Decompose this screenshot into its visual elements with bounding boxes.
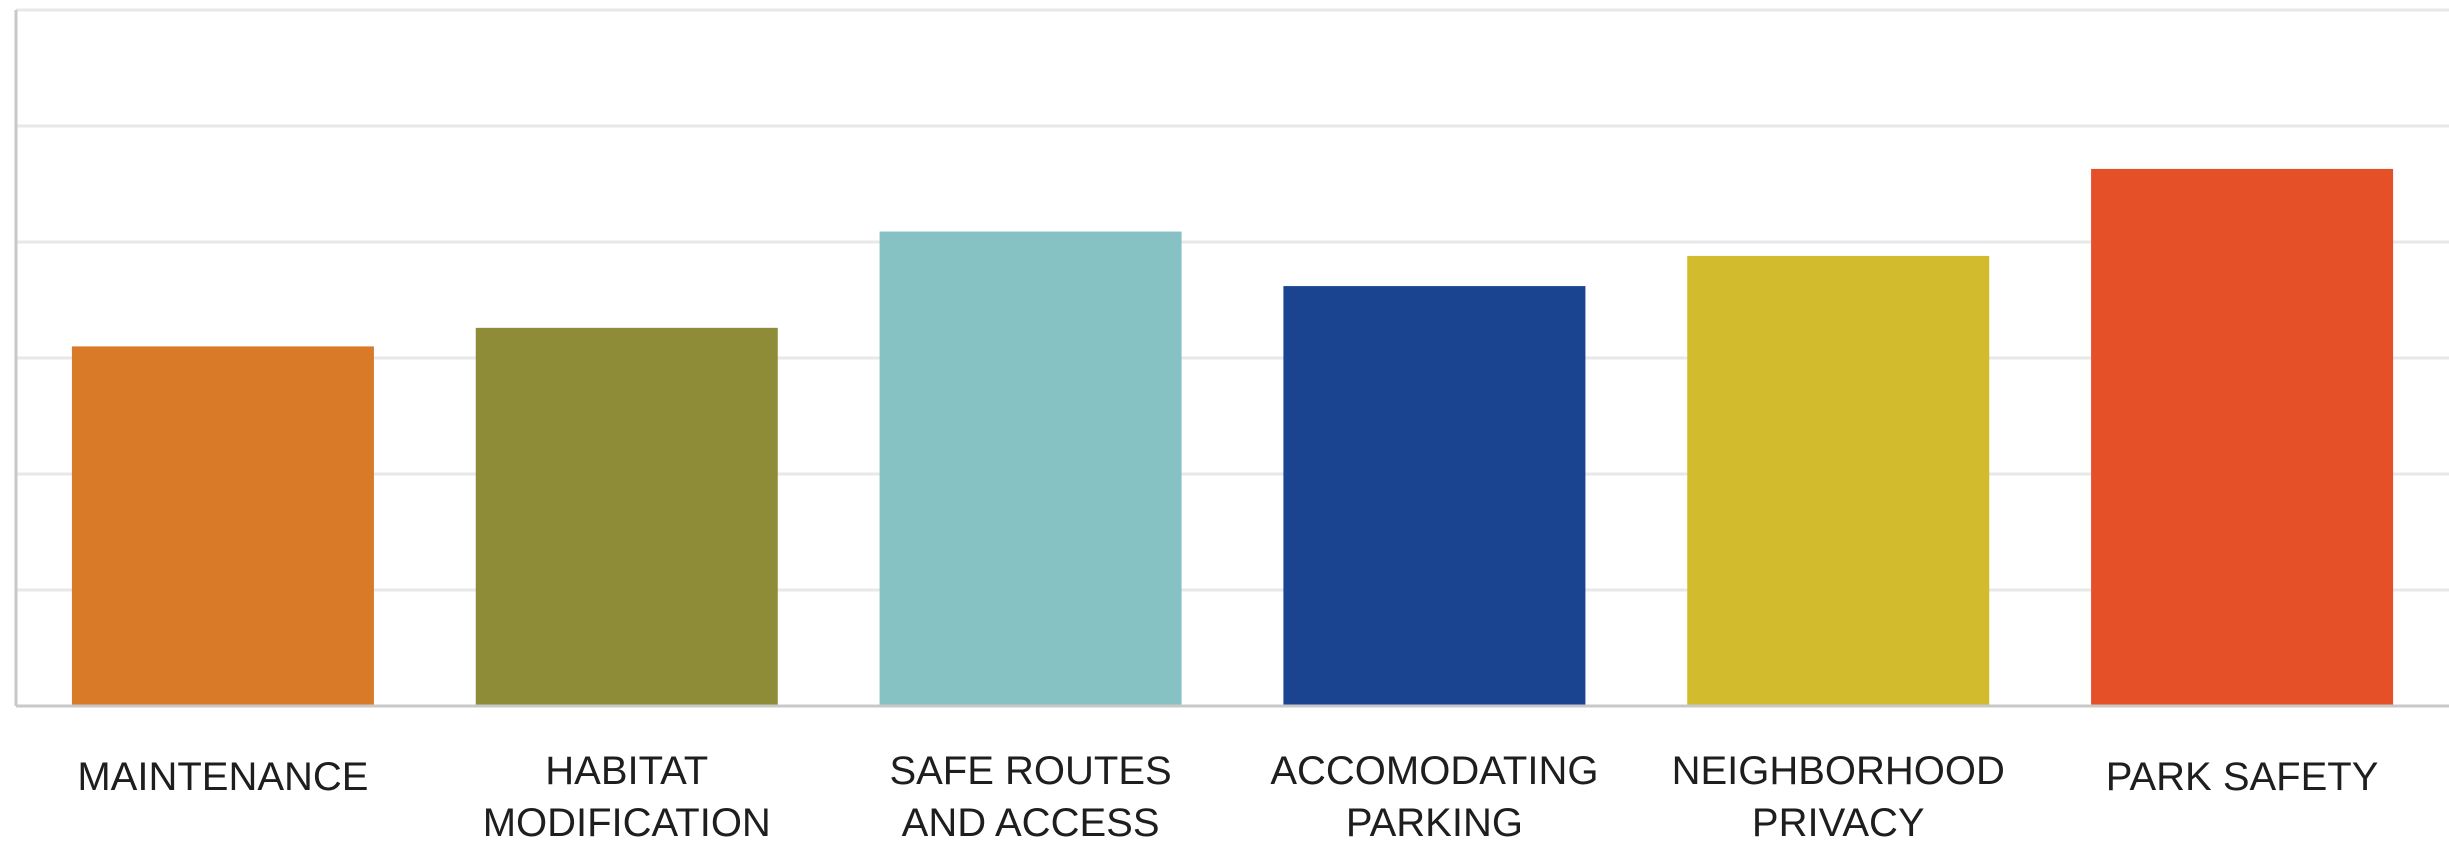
bar [879, 231, 1182, 706]
bar [1283, 286, 1586, 706]
bars [71, 168, 2394, 707]
bar [475, 327, 778, 706]
bar [71, 346, 374, 706]
x-tick-label-line: HABITAT [545, 749, 708, 793]
x-tick-label-line: MAINTENANCE [77, 755, 368, 799]
x-tick-label-line: MODIFICATION [483, 801, 771, 845]
x-tick-label-line: NEIGHBORHOOD [1672, 749, 2005, 793]
x-tick-label-line: PARKING [1346, 801, 1523, 845]
x-tick-label-line: SAFE ROUTES [889, 749, 1171, 793]
x-tick-label: HABITAT MODIFICATION [483, 749, 771, 845]
x-tick-label: NEIGHBORHOOD PRIVACY [1672, 749, 2005, 845]
x-tick-label-line: AND ACCESS [902, 801, 1160, 845]
x-tick-label-line: PRIVACY [1752, 801, 1925, 845]
axes [14, 10, 2449, 708]
bar [2091, 168, 2394, 707]
x-tick-label-line: PARK SAFETY [2106, 755, 2379, 799]
bar [1687, 255, 1990, 707]
x-tick-label-line: ACCOMODATING [1270, 749, 1598, 793]
x-tick-label: ACCOMODATING PARKING [1270, 749, 1598, 845]
x-tick-label: MAINTENANCE [77, 755, 368, 799]
x-tick-labels: MAINTENANCE HABITAT MODIFICATION SAFE ROUTE… [77, 749, 2378, 845]
gridlines [16, 8, 2449, 592]
x-tick-label: PARK SAFETY [2106, 755, 2379, 799]
x-tick-label: SAFE ROUTES AND ACCESS [889, 749, 1171, 845]
